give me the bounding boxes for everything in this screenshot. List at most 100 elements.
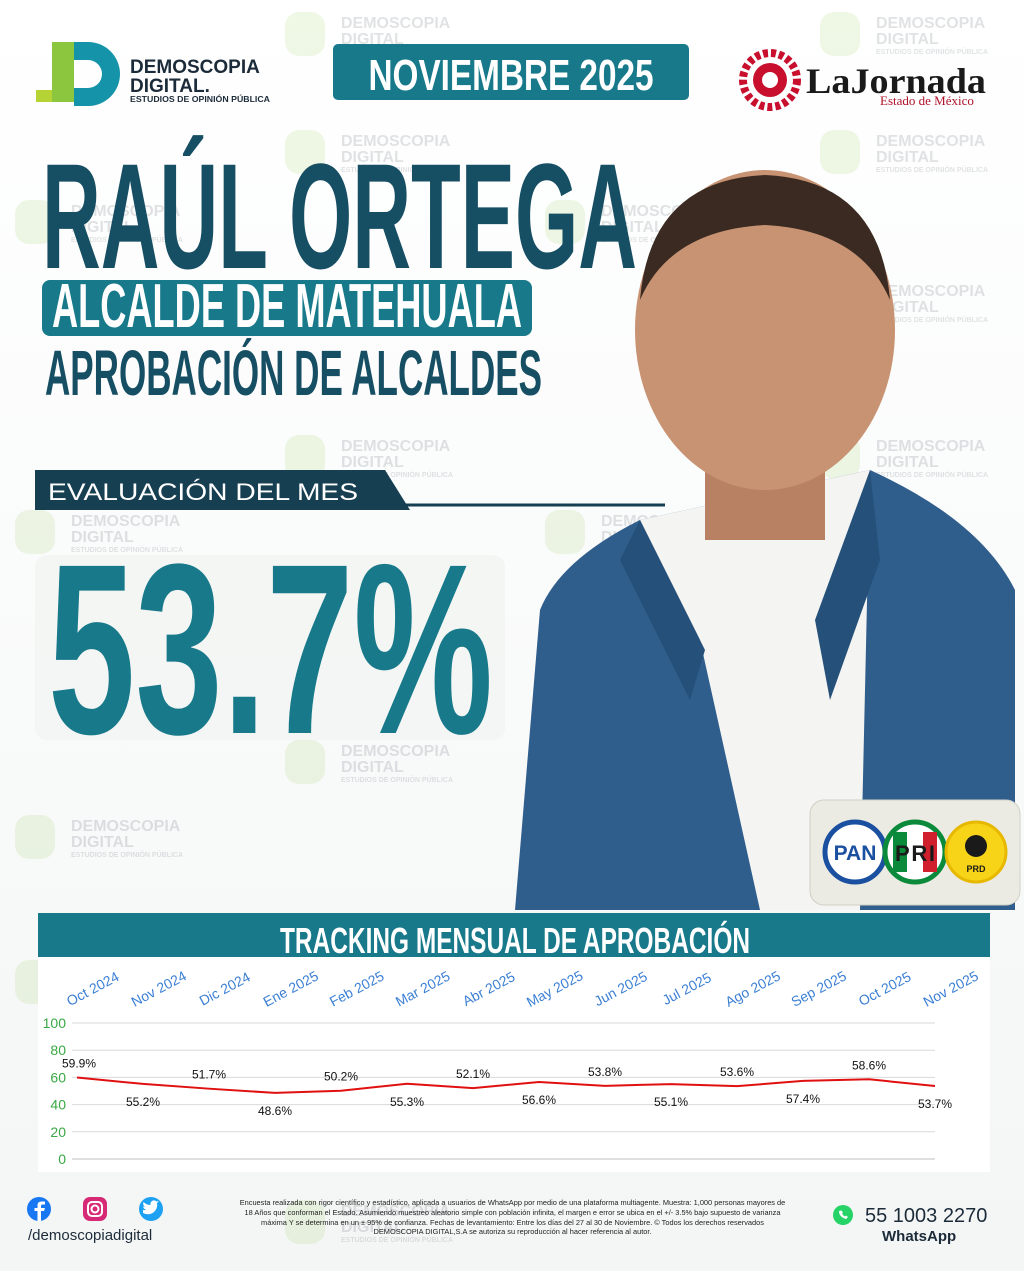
watermark-text: DIGITAL	[341, 149, 404, 166]
watermark-mark	[15, 815, 55, 859]
watermark-text: ESTUDIOS DE OPINIÓN PÚBLICA	[876, 165, 988, 174]
data-label: 48.6%	[258, 1104, 292, 1118]
watermark-text: DEMOSCOPIA	[341, 438, 451, 455]
position: ALCALDE DE MATEHUALA	[52, 272, 522, 341]
shirt	[640, 470, 870, 910]
watermark-text: DEMOSCOPIA	[71, 203, 181, 220]
logo-d	[74, 42, 120, 106]
data-label: 50.2%	[324, 1070, 358, 1084]
evaluation-tab	[35, 470, 410, 510]
data-label: 53.7%	[918, 1097, 952, 1111]
lapel	[620, 520, 705, 700]
phone: 55 1003 2270	[865, 1205, 987, 1227]
twitter-glyph	[143, 1200, 159, 1215]
watermark-mark	[285, 12, 325, 56]
watermark-text: ESTUDIOS DE OPINIÓN PÚBLICA	[876, 315, 988, 324]
phone-app: WhatsApp	[882, 1228, 956, 1245]
watermark-text: DIGITAL	[601, 219, 664, 236]
watermark-text: DEMOSCOPIA	[341, 133, 451, 150]
social-icons	[27, 1197, 163, 1221]
y-tick-label: 40	[50, 1097, 66, 1113]
data-label: 59.9%	[62, 1057, 96, 1071]
lapel	[815, 470, 880, 700]
watermark-text: DEMOSCOPIA	[341, 15, 451, 32]
watermark-text: DEMOSCOPIA	[341, 743, 451, 760]
hair	[640, 175, 890, 300]
data-label: 55.3%	[390, 1095, 424, 1109]
party-name: PRI	[895, 841, 935, 866]
watermark-text: DIGITAL	[71, 834, 134, 851]
head	[635, 170, 895, 490]
watermark-text: DEMOSCOPIA	[341, 1203, 451, 1220]
chart-title: TRACKING MENSUAL DE APROBACIÓN	[280, 919, 750, 961]
watermark-text: ESTUDIOS DE OPINIÓN PÚBLICA	[341, 1235, 453, 1244]
watermark-text: DEMOSCOPIA	[876, 133, 986, 150]
watermark-text: ESTUDIOS DE OPINIÓN PÚBLICA	[341, 775, 453, 784]
watermark-mark	[15, 510, 55, 554]
score-box	[35, 555, 505, 740]
watermark-mark	[820, 130, 860, 174]
evaluation-label: EVALUACIÓN DEL MES	[48, 479, 358, 506]
score: 53.7%	[48, 514, 493, 785]
whatsapp-glyph	[839, 1210, 848, 1219]
watermark-mark	[545, 200, 585, 244]
partner-name: LaJornada	[806, 61, 986, 101]
watermark-text: ESTUDIOS DE OPINIÓN PÚBLICA	[876, 470, 988, 479]
party-stripe	[923, 832, 937, 872]
watermark-text: DEMOSCOPIA	[876, 438, 986, 455]
watermark-mark	[820, 12, 860, 56]
y-tick-label: 100	[43, 1015, 67, 1031]
watermark-text: DIGITAL	[71, 529, 134, 546]
party-name: PAN	[834, 842, 877, 865]
sun-rays	[739, 49, 801, 111]
watermark-text: DIGITAL	[341, 759, 404, 776]
watermark-text: DEMOSCOPIA	[876, 283, 986, 300]
watermark-mark	[545, 510, 585, 554]
logo-bar	[52, 42, 74, 102]
watermark-mark	[285, 435, 325, 479]
party-sun	[965, 835, 987, 857]
partner-logo: LaJornada Estado de México	[739, 49, 986, 111]
facebook-glyph	[34, 1201, 45, 1221]
watermark-mark	[285, 130, 325, 174]
chart-banner	[38, 913, 990, 957]
data-label: 56.6%	[522, 1093, 556, 1107]
watermark-text: ESTUDIOS DE OPINIÓN PÚBLICA	[71, 545, 183, 554]
date: NOVIEMBRE 2025	[369, 51, 654, 100]
y-tick-label: 80	[50, 1042, 66, 1058]
position-banner	[42, 280, 532, 336]
watermark-mark	[15, 200, 55, 244]
watermark-text: ESTUDIOS DE OPINIÓN PÚBLICA	[341, 165, 453, 174]
candidate-name: RAÚL ORTEGA	[42, 132, 637, 300]
data-label: 51.7%	[192, 1068, 226, 1082]
watermark-text: DIGITAL	[71, 219, 134, 236]
sun-core	[762, 72, 778, 88]
watermark-text: DIGITAL	[341, 454, 404, 471]
logo-name: DEMOSCOPIA	[130, 57, 260, 78]
y-tick-label: 60	[50, 1069, 66, 1085]
disclaimer: Encuesta realizada con rigor científico …	[239, 1198, 786, 1237]
watermark-text: DEMOSCOPIA	[71, 818, 181, 835]
logo: DEMOSCOPIA DIGITAL. ESTUDIOS DE OPINIÓN …	[36, 42, 270, 106]
data-label: 55.1%	[654, 1095, 688, 1109]
partner-region: Estado de México	[880, 93, 974, 108]
data-label: 52.1%	[456, 1067, 490, 1081]
watermark-text: DEMOSCOPIA	[876, 15, 986, 32]
party-stripe	[893, 832, 907, 872]
data-label: 55.2%	[126, 1095, 160, 1109]
watermark-text: DIGITAL	[341, 31, 404, 48]
social-handle: /demoscopiadigital	[28, 1227, 152, 1244]
data-label: 58.6%	[852, 1058, 886, 1072]
watermark-mark	[285, 740, 325, 784]
